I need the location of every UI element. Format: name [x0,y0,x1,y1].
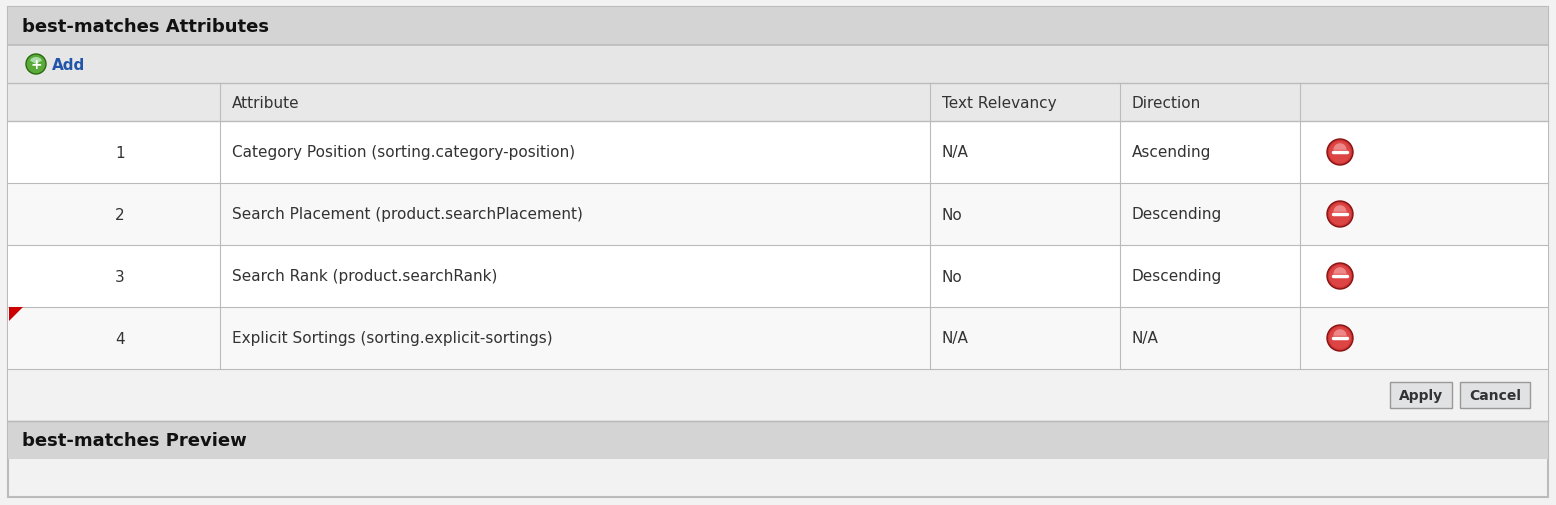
Wedge shape [30,58,42,65]
FancyBboxPatch shape [8,8,1548,46]
Text: best-matches Attributes: best-matches Attributes [22,18,269,36]
Text: N/A: N/A [941,145,969,160]
Text: N/A: N/A [1133,331,1159,346]
Circle shape [1327,264,1354,289]
FancyBboxPatch shape [1390,382,1452,408]
Circle shape [1327,140,1354,166]
Text: Apply: Apply [1399,388,1442,402]
Text: 3: 3 [115,269,124,284]
FancyBboxPatch shape [8,308,1548,369]
FancyBboxPatch shape [8,421,1548,459]
Text: Category Position (sorting.category-position): Category Position (sorting.category-posi… [232,145,576,160]
FancyBboxPatch shape [8,8,1548,497]
Wedge shape [1333,268,1346,274]
Text: Descending: Descending [1133,207,1223,222]
Text: Direction: Direction [1133,95,1201,110]
Text: Descending: Descending [1133,269,1223,284]
Circle shape [1329,142,1351,164]
Text: Cancel: Cancel [1469,388,1522,402]
Circle shape [1329,327,1351,349]
Circle shape [1327,201,1354,228]
FancyBboxPatch shape [8,369,1548,421]
Text: Search Placement (product.searchPlacement): Search Placement (product.searchPlacemen… [232,207,584,222]
FancyBboxPatch shape [8,122,1548,184]
Text: +: + [30,58,42,72]
Text: Ascending: Ascending [1133,145,1212,160]
FancyBboxPatch shape [8,84,1548,122]
Circle shape [1327,325,1354,351]
Text: 1: 1 [115,145,124,160]
FancyBboxPatch shape [8,46,1548,84]
Text: Explicit Sortings (sorting.explicit-sortings): Explicit Sortings (sorting.explicit-sort… [232,331,552,346]
Text: 4: 4 [115,331,124,346]
Polygon shape [9,308,23,321]
FancyBboxPatch shape [1460,382,1530,408]
Wedge shape [1333,206,1346,213]
Wedge shape [1333,330,1346,336]
Text: Add: Add [51,58,86,72]
Text: Text Relevancy: Text Relevancy [941,95,1057,110]
Text: No: No [941,269,963,284]
Text: 2: 2 [115,207,124,222]
Text: Search Rank (product.searchRank): Search Rank (product.searchRank) [232,269,498,284]
FancyBboxPatch shape [8,245,1548,308]
Circle shape [26,55,47,75]
Circle shape [1329,204,1351,226]
Wedge shape [1333,144,1346,150]
Circle shape [1329,266,1351,287]
Text: No: No [941,207,963,222]
Text: best-matches Preview: best-matches Preview [22,431,247,449]
FancyBboxPatch shape [8,184,1548,245]
Text: N/A: N/A [941,331,969,346]
Text: Attribute: Attribute [232,95,300,110]
